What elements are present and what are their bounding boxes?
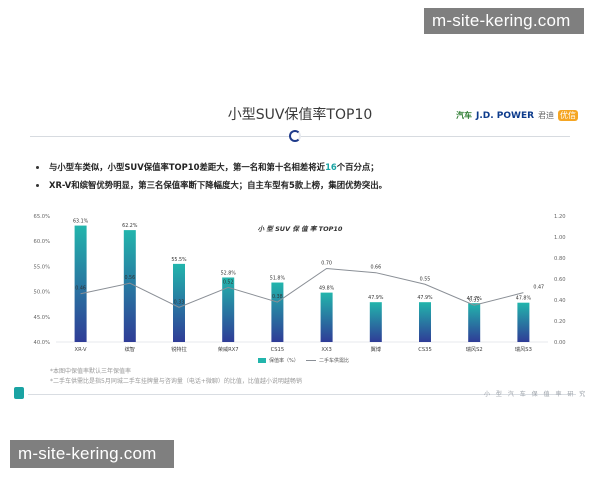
y-tick-label: 55.0% — [34, 264, 51, 270]
brand-logos: 汽车 J.D. POWER 君迪 优信 — [456, 110, 579, 121]
bar — [320, 292, 333, 342]
x-tick-label: XR-V — [75, 347, 88, 353]
x-tick-label: 翼博 — [371, 345, 381, 353]
watermark-bottom: m-site-kering.com — [10, 440, 174, 468]
ratio-value-label: 0.33 — [174, 299, 185, 305]
bar-value-label: 62.2% — [122, 223, 138, 229]
x-tick-label: 荣威RX7 — [218, 345, 239, 353]
brand-logo-youxin: 优信 — [558, 110, 579, 121]
bar-value-label: 47.9% — [417, 295, 433, 301]
bar — [419, 302, 431, 342]
bar — [517, 302, 530, 342]
page-marker-icon — [14, 387, 24, 399]
brand-logo-auto: 汽车 — [456, 111, 472, 120]
bullet-text: XR-V和缤智优势明显，第三名保值率断下降幅度大；自主车型有5款上榜，集团优势突… — [49, 180, 387, 190]
y2-tick-label: 0.00 — [554, 340, 566, 346]
footnote-2: *二手车供需比是指5月同城二手车挂牌量与咨询量（电话+微聊）的比值，比值越小说明… — [50, 378, 302, 385]
brand-logo-jdpower: J.D. POWER — [476, 110, 535, 121]
chart-title: 小 型 SUV 保 值 率 TOP10 — [258, 225, 343, 233]
bar — [173, 263, 185, 342]
ratio-value-label: 0.52 — [223, 279, 234, 285]
y2-tick-label: 1.20 — [554, 214, 566, 220]
y2-tick-label: 0.60 — [554, 277, 566, 283]
ratio-value-label: 0.56 — [124, 275, 135, 281]
y2-tick-label: 0.40 — [554, 298, 566, 304]
bullet-item: 与小型车类似，小型SUV保值率TOP10差距大，第一名和第十名相差将近16个百分… — [36, 160, 387, 174]
bar-value-label: 63.1% — [73, 219, 89, 225]
y-tick-label: 40.0% — [34, 340, 51, 346]
bar — [271, 282, 284, 342]
ratio-value-label: 0.35 — [469, 297, 480, 303]
ratio-value-label: 0.70 — [321, 261, 332, 267]
ratio-value-label: 0.66 — [370, 265, 381, 271]
bar — [369, 302, 382, 342]
y-tick-label: 50.0% — [34, 290, 51, 296]
x-tick-label: 锐特拉 — [171, 345, 187, 353]
footnote-1: *本图中保值率默认三年保值率 — [50, 368, 132, 375]
watermark-top: m-site-kering.com — [424, 8, 584, 34]
y-tick-label: 60.0% — [34, 239, 51, 245]
x-tick-label: CS35 — [418, 347, 432, 353]
y2-tick-label: 1.00 — [554, 235, 566, 241]
x-tick-label: CS15 — [271, 347, 285, 353]
bar-value-label: 55.5% — [171, 257, 187, 263]
ratio-value-label: 0.47 — [533, 285, 544, 291]
y2-tick-label: 0.80 — [554, 256, 566, 262]
y-tick-label: 45.0% — [34, 315, 51, 321]
bar-value-label: 51.8% — [270, 276, 286, 282]
bar — [74, 225, 87, 342]
bullet-highlight: 16 — [325, 162, 337, 172]
bullet-text-post: 个百分点； — [336, 162, 379, 172]
bar-value-label: 47.7% — [467, 296, 483, 302]
bar-value-label: 47.9% — [368, 295, 384, 301]
legend-swatch-bars — [258, 358, 266, 363]
footer-divider — [28, 394, 576, 395]
bullet-item: XR-V和缤智优势明显，第三名保值率断下降幅度大；自主车型有5款上榜，集团优势突… — [36, 178, 387, 192]
y2-tick-label: 0.20 — [554, 319, 566, 325]
legend-label-line: 二手车供需比 — [319, 357, 349, 364]
bar — [123, 230, 136, 342]
brand-logo-jundi: 君迪 — [538, 111, 555, 120]
ratio-line — [80, 267, 524, 308]
x-tick-label: 瑞风S3 — [515, 345, 532, 353]
divider-ring-icon — [289, 130, 301, 142]
bar-value-label: 47.8% — [516, 296, 532, 302]
ratio-value-label: 0.38 — [272, 294, 283, 300]
bullet-text: 与小型车类似，小型SUV保值率TOP10差距大，第一名和第十名相差将近16个百分… — [49, 161, 379, 173]
bar-value-label: 49.8% — [319, 286, 335, 292]
ratio-value-label: 0.46 — [75, 286, 86, 292]
bullet-dot-icon — [36, 183, 39, 187]
bullet-list: 与小型车类似，小型SUV保值率TOP10差距大，第一名和第十名相差将近16个百分… — [36, 160, 387, 196]
x-tick-label: 瑞风S2 — [466, 345, 483, 353]
legend-label-bars: 保值率（%） — [269, 357, 299, 364]
x-tick-label: XX3 — [321, 347, 331, 353]
bar — [222, 277, 235, 342]
bullet-dot-icon — [36, 165, 39, 169]
bar-value-label: 52.8% — [221, 270, 237, 276]
bar — [468, 303, 481, 342]
x-tick-label: 缤智 — [125, 345, 135, 353]
footer-caption: 小 型 汽 车 保 值 率 研 究 — [484, 391, 588, 398]
slide-title: 小型SUV保值率TOP10 — [227, 107, 373, 123]
ratio-value-label: 0.55 — [420, 276, 431, 282]
bullet-text-pre: 与小型车类似，小型SUV保值率TOP10差距大，第一名和第十名相差将近 — [49, 162, 326, 172]
y-tick-label: 65.0% — [34, 214, 51, 220]
